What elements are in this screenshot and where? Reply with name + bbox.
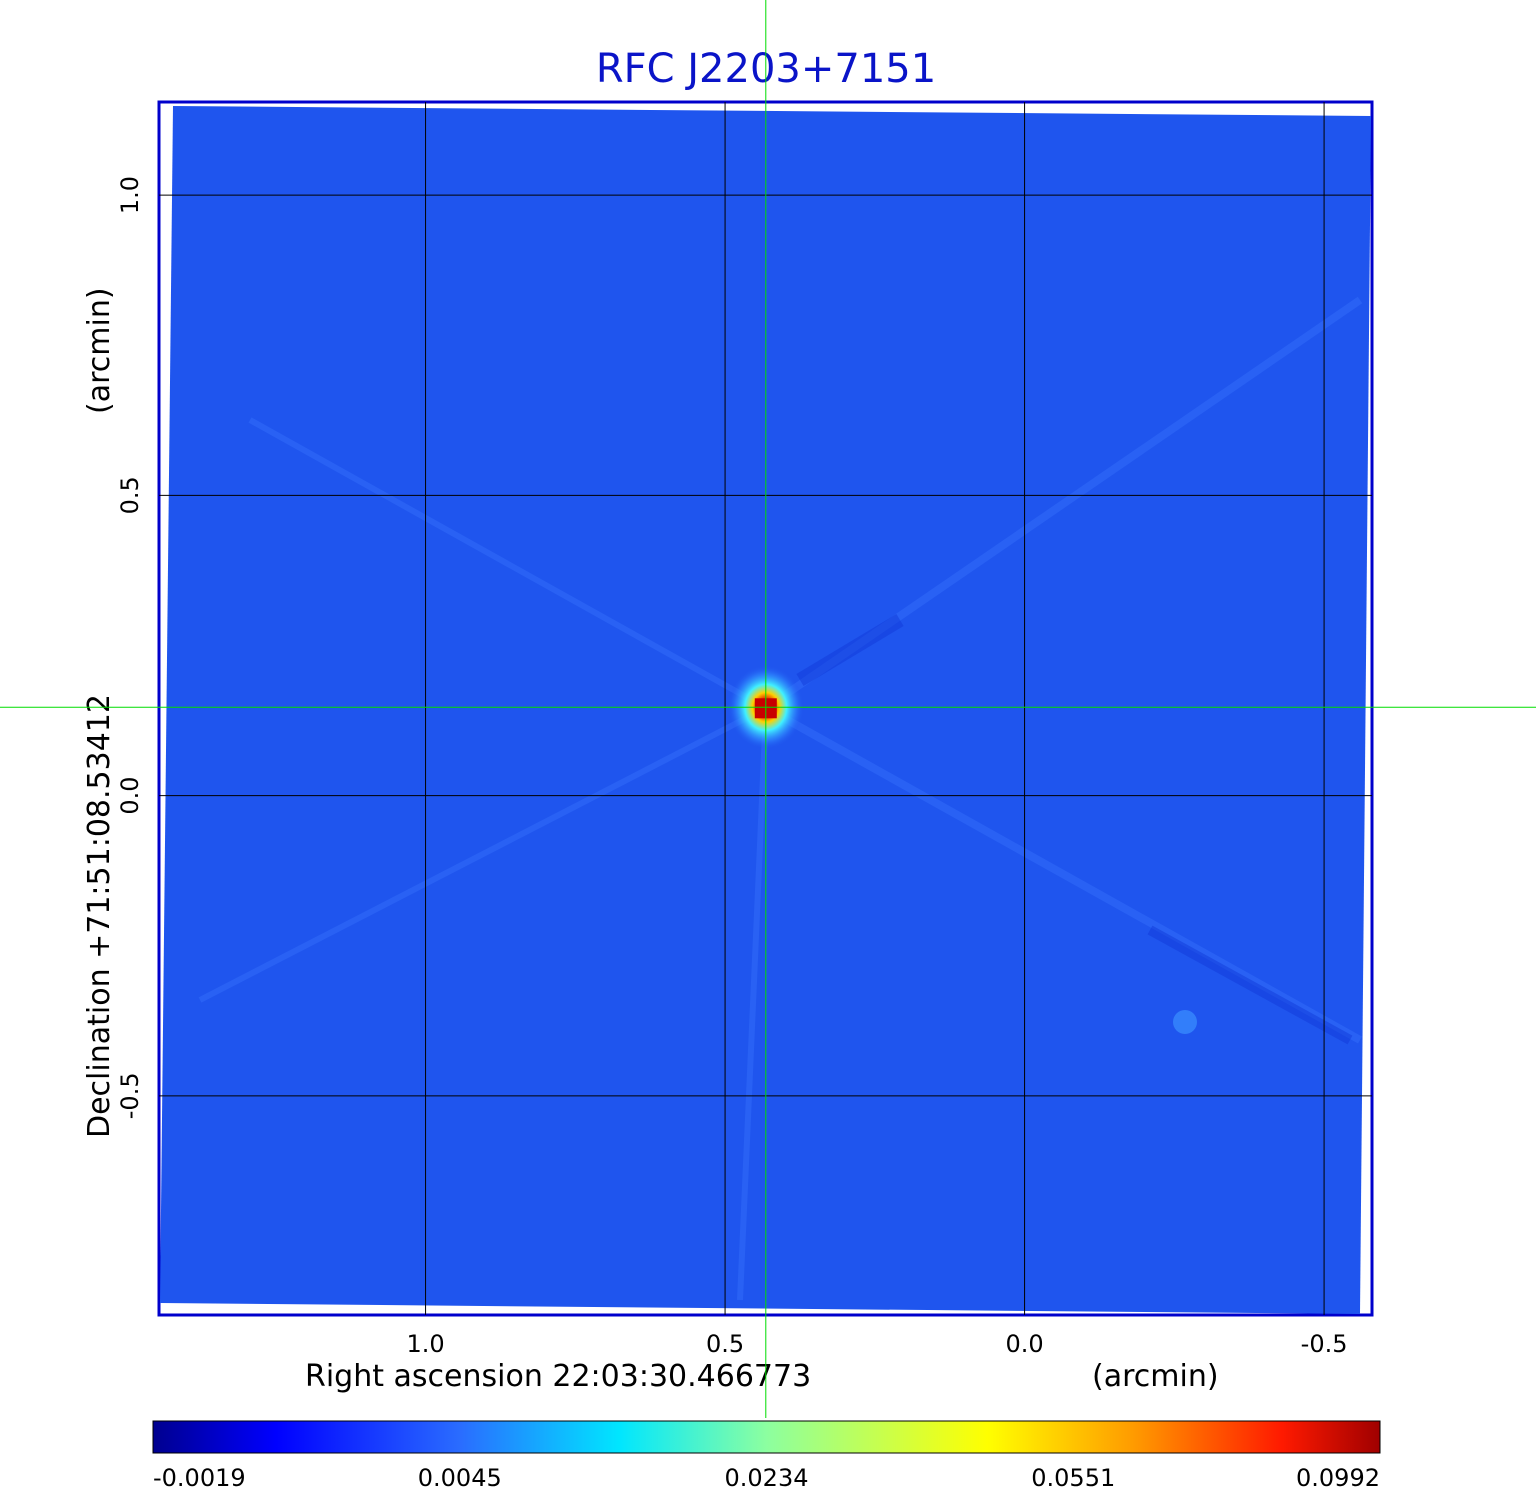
x-tick-label: 0.0 [1005,1330,1043,1358]
sidelobe-shadows [796,613,1353,1045]
y-tick-label: 0.0 [116,776,144,814]
crosshair [0,0,1536,1418]
y-tick-label: 0.5 [116,476,144,514]
colorbar-tick-label: 0.0551 [1031,1464,1115,1492]
y-tick-labels: 1.0 0.5 0.0 -0.5 [116,176,144,1119]
x-tick-labels: 1.0 0.5 0.0 -0.5 [406,1330,1347,1358]
colorbar-tick-labels: -0.0019 0.0045 0.0234 0.0551 0.0992 [153,1464,1380,1492]
y-axis-label: Declination +71:51:08.53412 [82,694,117,1138]
x-tick-label: 1.0 [406,1330,444,1358]
x-tick-label: 0.5 [706,1330,744,1358]
y-axis-unit: (arcmin) [82,287,117,414]
x-axis-unit: (arcmin) [1092,1359,1219,1394]
y-tick-label: 1.0 [116,176,144,214]
y-tick-label: -0.5 [116,1072,144,1119]
x-tick-label: -0.5 [1301,1330,1348,1358]
colorbar-tick-label: -0.0019 [153,1464,246,1492]
x-axis-label: Right ascension 22:03:30.466773 [305,1359,811,1394]
secondary-blob [1173,1010,1197,1034]
colorbar-tick-label: 0.0992 [1296,1464,1380,1492]
colorbar-tick-label: 0.0234 [725,1464,809,1492]
colorbar-tick-label: 0.0045 [418,1464,502,1492]
colorbar [152,1420,1381,1454]
sidelobe-pattern [198,296,1363,1301]
